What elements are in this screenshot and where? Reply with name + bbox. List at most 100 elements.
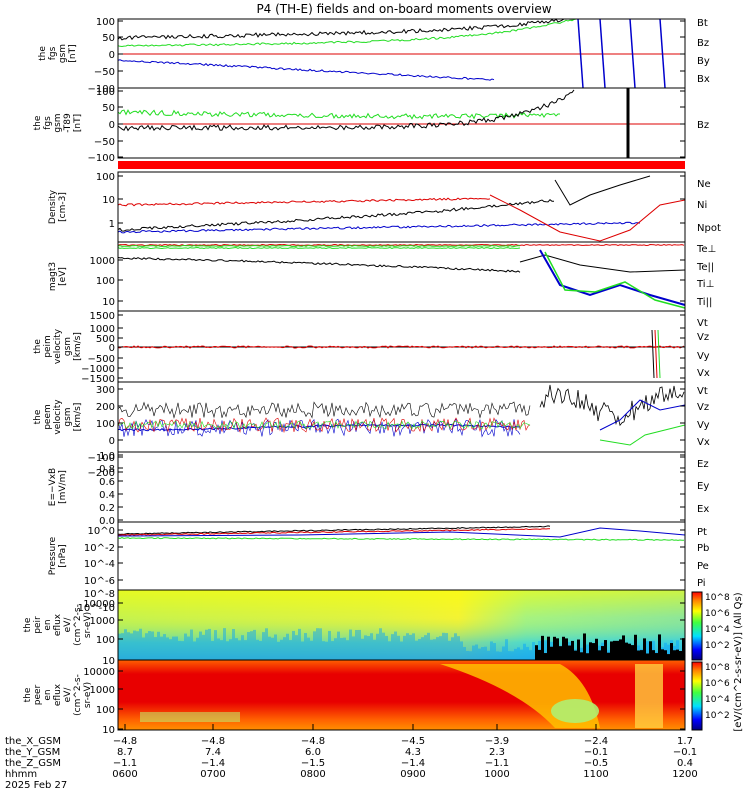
ion-spectrogram-cell xyxy=(130,633,133,660)
y-tick-label: 100 xyxy=(96,172,115,183)
legend-peim-velocity-0: Vt xyxy=(697,318,708,329)
ion-spectrogram-cell xyxy=(169,639,172,660)
panel-ylabel: [nPa] xyxy=(58,544,68,567)
ion-spectrogram-cell xyxy=(304,633,307,660)
panel-frame xyxy=(117,87,686,159)
panel-ylabel: [km/s] xyxy=(73,332,83,361)
ion-spectrogram-gap xyxy=(676,649,679,660)
x-row-value: 6.0 xyxy=(305,747,321,758)
ion-spectrogram-gap xyxy=(646,653,649,660)
y-tick-label: 100 xyxy=(96,705,115,716)
x-row-value: −0.1 xyxy=(584,747,608,758)
ion-spectrogram-cell xyxy=(133,630,136,660)
panel-ylabel: the xyxy=(38,46,48,61)
ion-spectrogram-cell xyxy=(478,648,481,660)
ion-spectrogram-cell xyxy=(118,633,121,660)
y-tick-label: 0 xyxy=(109,50,115,61)
ion-spectrogram-gap xyxy=(574,650,577,660)
ion-spectrogram-cell xyxy=(136,631,139,660)
y-tick-label: 10 xyxy=(102,656,115,667)
vy-trace-late xyxy=(599,424,686,446)
electron-spectrogram-column xyxy=(635,664,663,728)
ion-spectrogram-gap xyxy=(670,643,673,660)
te-par-trace-late xyxy=(519,254,686,273)
ion-spectrogram-cell xyxy=(307,637,310,660)
ion-spectrogram-cell xyxy=(499,651,502,660)
vt-trace xyxy=(117,401,531,419)
panel-ylabel: [eV] xyxy=(58,267,68,286)
legend-peem-velocity-1: Vz xyxy=(697,402,709,413)
ion-spectrogram-cell xyxy=(199,631,202,660)
ion-spectrogram-cell xyxy=(427,632,430,660)
y-tick-label: 1000 xyxy=(90,256,115,267)
ion-spectrogram-cell xyxy=(439,636,442,660)
x-row-value: 1100 xyxy=(583,769,608,780)
x-row-value: 1200 xyxy=(672,769,697,780)
ion-spectrogram-cell xyxy=(373,639,376,660)
x-row-value: 2.3 xyxy=(489,747,505,758)
panel-ylabel: en xyxy=(43,689,53,700)
ion-spectrogram-cell xyxy=(532,642,535,660)
legend-efield-0: Ez xyxy=(697,459,709,470)
ion-spectrogram-cell xyxy=(361,638,364,660)
ion-spectrogram-cell xyxy=(496,651,499,660)
bx-spike xyxy=(659,18,666,89)
ion-spectrogram-cell xyxy=(343,637,346,660)
ion-spectrogram-gap xyxy=(583,633,586,660)
ion-spectrogram-cell xyxy=(172,636,175,660)
panel-ylabel: Pressure xyxy=(48,536,58,575)
x-row-value: −1.1 xyxy=(113,758,137,769)
y-tick-label: 0.6 xyxy=(99,477,115,488)
panel-ylabel: sr-eV) xyxy=(83,682,93,708)
ti-trace-late xyxy=(539,249,686,306)
panel-ylabel: peir xyxy=(33,616,43,634)
ion-spectrogram-cell xyxy=(193,641,196,660)
ion-spectrogram-cell xyxy=(511,651,514,660)
ion-spectrogram-cell xyxy=(226,641,229,660)
y-tick-label: 100 xyxy=(96,276,115,287)
ion-spectrogram-cell xyxy=(205,629,208,660)
x-row-value: −4.8 xyxy=(301,736,325,747)
ion-spectrogram-cell xyxy=(319,628,322,660)
ion-spectrogram-cell xyxy=(313,631,316,660)
ion-spectrogram-gap xyxy=(580,652,583,660)
y-tick-label: 1500 xyxy=(90,311,115,322)
x-row-value: 1.7 xyxy=(677,736,693,747)
ion-spectrogram-cell xyxy=(364,635,367,660)
ion-spectrogram-cell xyxy=(412,633,415,660)
panel-ylabel: the xyxy=(33,409,43,424)
ion-spectrogram-cell xyxy=(454,633,457,660)
ion-spectrogram-gap xyxy=(640,650,643,660)
legend-fgs-gsm-3: Bx xyxy=(697,74,710,85)
ion-spectrogram-cell xyxy=(445,633,448,660)
panel-ylabel: en xyxy=(43,619,53,630)
colorbar-tick: 10^4 xyxy=(705,695,730,705)
ion-spectrogram-cell xyxy=(526,646,529,660)
bx-spike xyxy=(577,18,584,89)
panel-ylabel: Density xyxy=(48,189,58,224)
y-tick-label: 10^-6 xyxy=(84,576,115,587)
panel-peir-spectrogram: 10000 1000 100 10 the peir en eflux eV/(cm^2-s-s… xyxy=(23,589,686,667)
ion-spectrogram-cell xyxy=(394,631,397,660)
te-par-trace xyxy=(117,256,521,273)
te-perp-trace xyxy=(117,243,685,247)
ion-spectrogram-cell xyxy=(322,641,325,660)
vx-noise xyxy=(117,418,521,438)
x-row-value: −2.4 xyxy=(584,736,608,747)
ion-spectrogram-gap xyxy=(556,638,559,660)
panel-ylabel: gsm xyxy=(58,44,68,63)
y-tick-label: 10^-4 xyxy=(84,559,115,570)
ion-spectrogram-cell xyxy=(367,636,370,660)
vy-trace xyxy=(117,419,531,430)
ion-spectrogram-cell xyxy=(331,641,334,660)
panel-frame xyxy=(117,171,686,243)
ion-spectrogram-cell xyxy=(475,644,478,660)
ion-spectrogram-cell xyxy=(397,635,400,660)
ion-spectrogram-cell xyxy=(433,639,436,660)
panel-frame xyxy=(117,241,686,312)
x-row-value: 7.4 xyxy=(205,747,221,758)
pe-trace xyxy=(117,537,685,541)
y-tick-label: 10^-8 xyxy=(84,589,115,600)
y-tick-label: 0.8 xyxy=(99,464,115,475)
ion-spectrogram-cell xyxy=(166,637,169,660)
